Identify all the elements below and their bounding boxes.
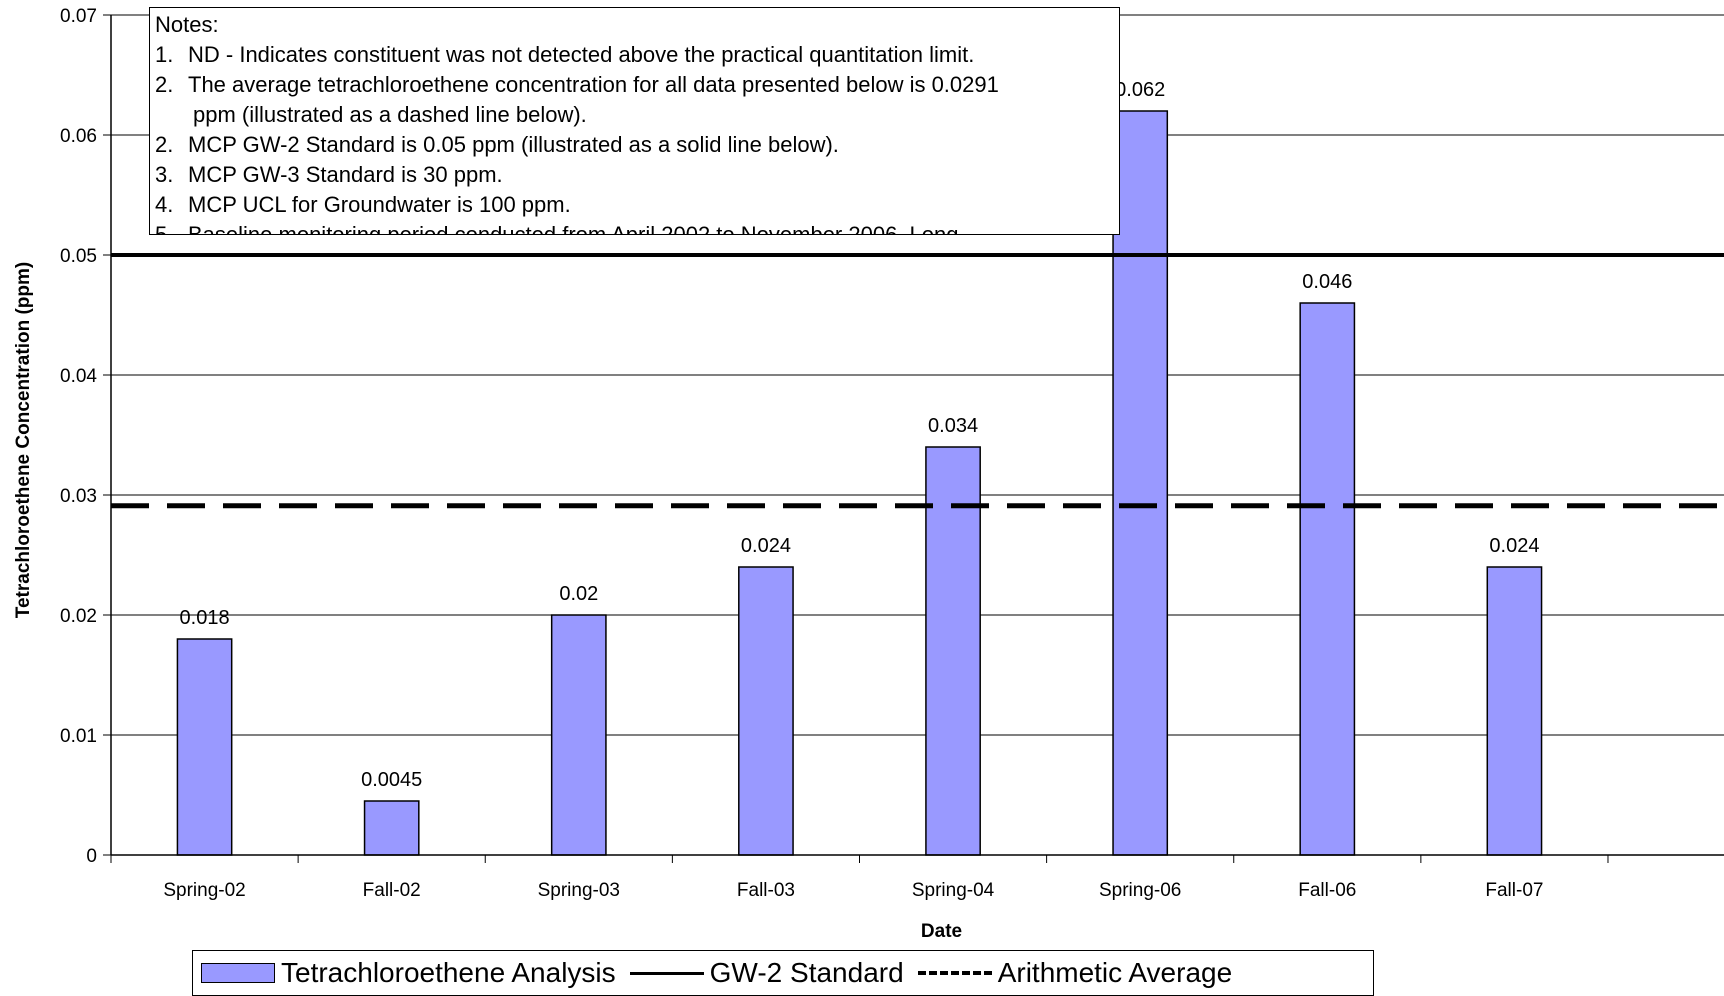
y-tick-label: 0.03: [60, 486, 97, 507]
x-tick-label: Spring-02: [163, 880, 245, 901]
note-continuation: ppm (illustrated as a dashed line below)…: [193, 102, 587, 127]
axes: 0 0.01 0.02 0.03 0.04 0.05 0.06 0.07 Spring-02 Fa…: [60, 6, 1724, 901]
data-label: 0.024: [1489, 535, 1539, 557]
y-tick-label: 0: [86, 846, 97, 867]
data-label: 0.062: [1115, 79, 1165, 101]
x-tick-label: Fall-06: [1298, 880, 1356, 901]
x-tick-label: Fall-03: [737, 880, 795, 901]
reference-lines: [111, 253, 1724, 509]
y-tick-label: 0.06: [60, 126, 97, 147]
bar: [738, 566, 794, 856]
y-tick-label: 0.01: [60, 726, 97, 747]
note-item: 2. MCP GW-2 Standard is 0.05 ppm (illustr…: [155, 130, 1119, 160]
bar: [925, 446, 981, 856]
legend-label: GW-2 Standard: [709, 957, 904, 988]
y-axis-title: Tetrachloroethene Concentration (ppm): [13, 262, 34, 618]
legend-solid-line-swatch: [629, 971, 704, 975]
note-text: MCP GW-2 Standard is 0.05 ppm (illustrat…: [188, 132, 839, 157]
bar: [550, 614, 607, 856]
note-item: 1. ND - Indicates constituent was not det…: [155, 40, 1119, 70]
x-tick-label: Spring-04: [912, 880, 995, 901]
bars: [176, 110, 1543, 856]
y-tick-label: 0.07: [60, 6, 97, 27]
x-tick-label: Spring-03: [538, 880, 620, 901]
notes-title: Notes:: [155, 12, 219, 37]
note-number: 5.: [155, 222, 174, 235]
legend-bar-swatch: [201, 963, 275, 983]
note-item: 4. MCP UCL for Groundwater is 100 ppm.: [155, 190, 1119, 220]
note-item: 5. Baseline monitoring period conducted f…: [155, 220, 1119, 235]
bar: [176, 638, 233, 856]
note-number: 2.: [155, 72, 174, 97]
data-label: 0.02: [559, 583, 598, 605]
data-label: 0.018: [180, 607, 230, 629]
note-number: 4.: [155, 192, 174, 217]
legend-item-gw2: GW-2 Standard: [629, 957, 904, 989]
note-number: 1.: [155, 42, 174, 67]
legend-label: Tetrachloroethene Analysis: [281, 957, 616, 988]
data-label: 0.046: [1302, 271, 1352, 293]
legend-label: Arithmetic Average: [997, 957, 1233, 988]
note-text: Baseline monitoring period conducted fro…: [188, 222, 959, 235]
data-labels: 0.018 0.0045 0.02 0.024 0.034 0.062 0.046 0.024: [180, 79, 1540, 791]
data-label: 0.034: [928, 415, 978, 437]
data-label: 0.0045: [361, 769, 422, 791]
note-item: 3. MCP GW-3 Standard is 30 ppm.: [155, 160, 1119, 190]
bar: [1112, 110, 1169, 856]
legend-item-bars: Tetrachloroethene Analysis: [201, 957, 616, 989]
note-text: The average tetrachloroethene concentrat…: [188, 72, 999, 97]
y-tick-label: 0.05: [60, 246, 97, 267]
note-number: 2.: [155, 132, 174, 157]
data-label: 0.024: [741, 535, 791, 557]
bar: [363, 800, 420, 856]
legend: Tetrachloroethene Analysis GW-2 Standard…: [192, 950, 1374, 996]
bar: [1299, 302, 1356, 856]
note-item: 2. The average tetrachloroethene concentr…: [155, 70, 1119, 100]
y-tick-label: 0.04: [60, 366, 97, 387]
x-tick-label: Fall-07: [1485, 880, 1543, 901]
x-axis-title: Date: [921, 921, 962, 942]
x-tick-label: Fall-02: [363, 880, 421, 901]
legend-item-average: Arithmetic Average: [917, 957, 1233, 989]
note-text: MCP GW-3 Standard is 30 ppm.: [188, 162, 503, 187]
x-tick-label: Spring-06: [1099, 880, 1181, 901]
note-text: MCP UCL for Groundwater is 100 ppm.: [188, 192, 571, 217]
y-tick-label: 0.02: [60, 606, 97, 627]
legend-dashed-line-swatch: [917, 971, 992, 975]
bar: [1486, 566, 1543, 856]
notes-box: Notes: 1. ND - Indicates constituent was …: [149, 7, 1120, 235]
note-number: 3.: [155, 162, 174, 187]
note-text: ND - Indicates constituent was not detec…: [188, 42, 975, 67]
